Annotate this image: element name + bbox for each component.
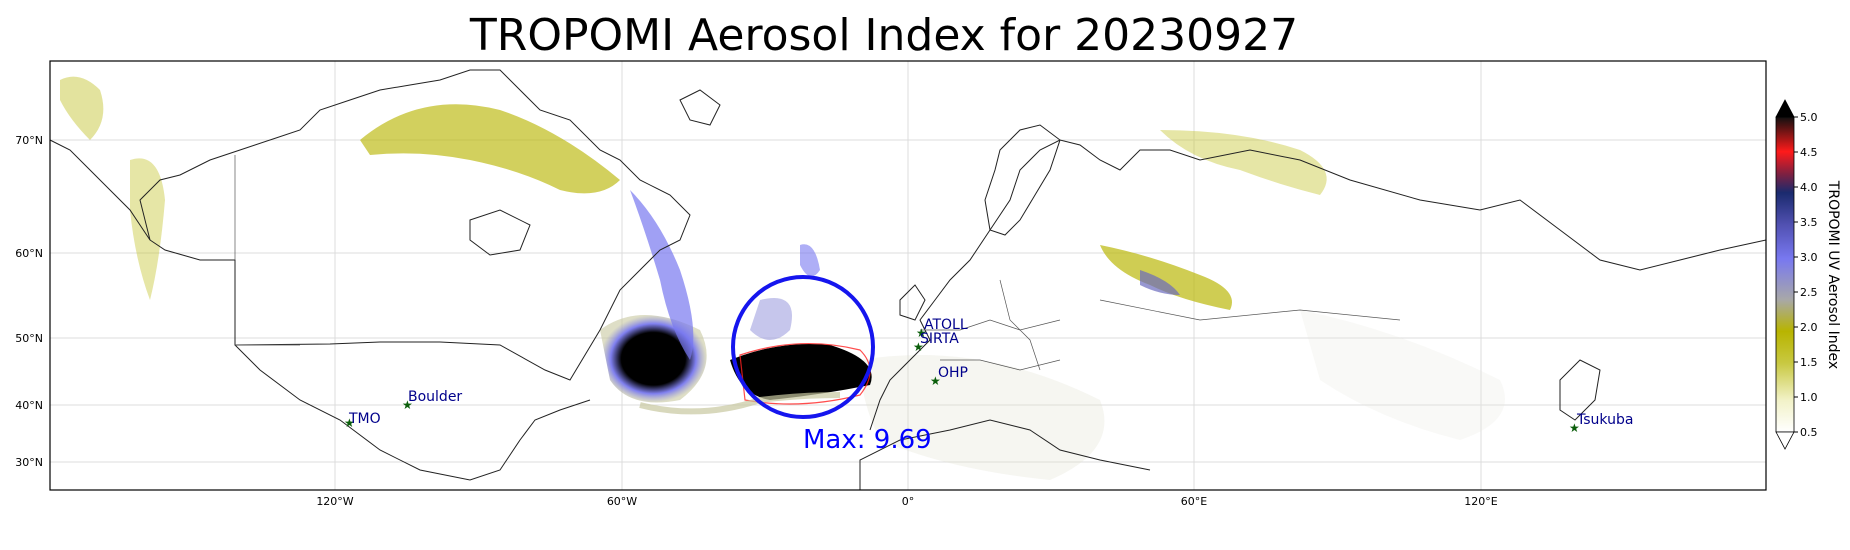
colorbar-ticks	[1794, 116, 1798, 433]
colorbar-title: TROPOMI UV Aerosol Index	[1825, 180, 1841, 369]
station-marker-icon: ★	[930, 374, 941, 388]
coastlines	[49, 69, 1767, 490]
colorbar: 5.0 4.5 4.0 3.5 3.0 2.5 2.0 1.5 1.0 0.5 …	[1775, 99, 1841, 450]
station-marker-icon: ★	[344, 416, 355, 430]
station-label: OHP	[938, 365, 968, 381]
colorbar-gradient	[1775, 116, 1795, 433]
colorbar-tick-label: 4.5	[1800, 146, 1818, 159]
lon-tick-label: 60°W	[607, 495, 637, 508]
station-marker-icon: ★	[402, 398, 413, 412]
station-ohp: ★ OHP	[930, 365, 968, 388]
colorbar-tick-label: 3.0	[1800, 251, 1818, 264]
lat-tick-label: 50°N	[15, 332, 43, 345]
station-marker-icon: ★	[913, 340, 924, 354]
station-marker-icon: ★	[1569, 421, 1580, 435]
lat-tick-label: 60°N	[15, 247, 43, 260]
lat-tick-labels: 70°N 60°N 50°N 40°N 30°N	[15, 134, 43, 469]
station-label: ATOLL	[924, 317, 968, 333]
lon-tick-label: 120°E	[1464, 495, 1497, 508]
colorbar-top-extend	[1775, 99, 1795, 118]
lon-tick-label: 0°	[902, 495, 915, 508]
station-sirta: ★ SIRTA	[913, 331, 959, 354]
max-annotation: Max: 9.69	[803, 425, 932, 455]
colorbar-tick-label: 1.5	[1800, 356, 1818, 369]
colorbar-tick-label: 1.0	[1800, 391, 1818, 404]
lon-tick-label: 60°E	[1181, 495, 1207, 508]
station-atoll: ★ ATOLL	[916, 317, 968, 340]
aerosol-field	[60, 76, 1505, 480]
colorbar-tick-label: 0.5	[1800, 426, 1818, 439]
graticule	[50, 61, 1766, 490]
max-highlight-circle	[731, 275, 875, 419]
station-label: SIRTA	[920, 331, 959, 347]
colorbar-tick-label: 4.0	[1800, 181, 1818, 194]
colorbar-tick-label: 2.0	[1800, 321, 1818, 334]
lon-tick-label: 120°W	[316, 495, 353, 508]
station-label: Boulder	[408, 389, 462, 405]
station-label: TMO	[348, 411, 381, 427]
colorbar-tick-label: 3.5	[1800, 216, 1818, 229]
map-title: TROPOMI Aerosol Index for 20230927	[469, 10, 1299, 61]
station-marker-icon: ★	[916, 326, 927, 340]
lon-tick-labels: 120°W 60°W 0° 60°E 120°E	[316, 495, 1497, 508]
colorbar-tick-label: 2.5	[1800, 286, 1818, 299]
political-borders	[234, 155, 1401, 371]
stations: ★ TMO ★ Boulder ★ ATOLL ★ SIRTA ★ OHP ★ …	[344, 317, 1633, 435]
station-label: Tsukuba	[1576, 412, 1633, 428]
station-tmo: ★ TMO	[344, 411, 381, 430]
lat-tick-label: 70°N	[15, 134, 43, 147]
lat-tick-label: 30°N	[15, 456, 43, 469]
colorbar-bottom-extend	[1775, 431, 1795, 450]
station-boulder: ★ Boulder	[402, 389, 462, 412]
lat-tick-label: 40°N	[15, 399, 43, 412]
smoke-plume	[600, 190, 872, 415]
station-tsukuba: ★ Tsukuba	[1569, 412, 1633, 435]
colorbar-tick-label: 5.0	[1800, 111, 1818, 124]
map-border	[49, 60, 1767, 491]
